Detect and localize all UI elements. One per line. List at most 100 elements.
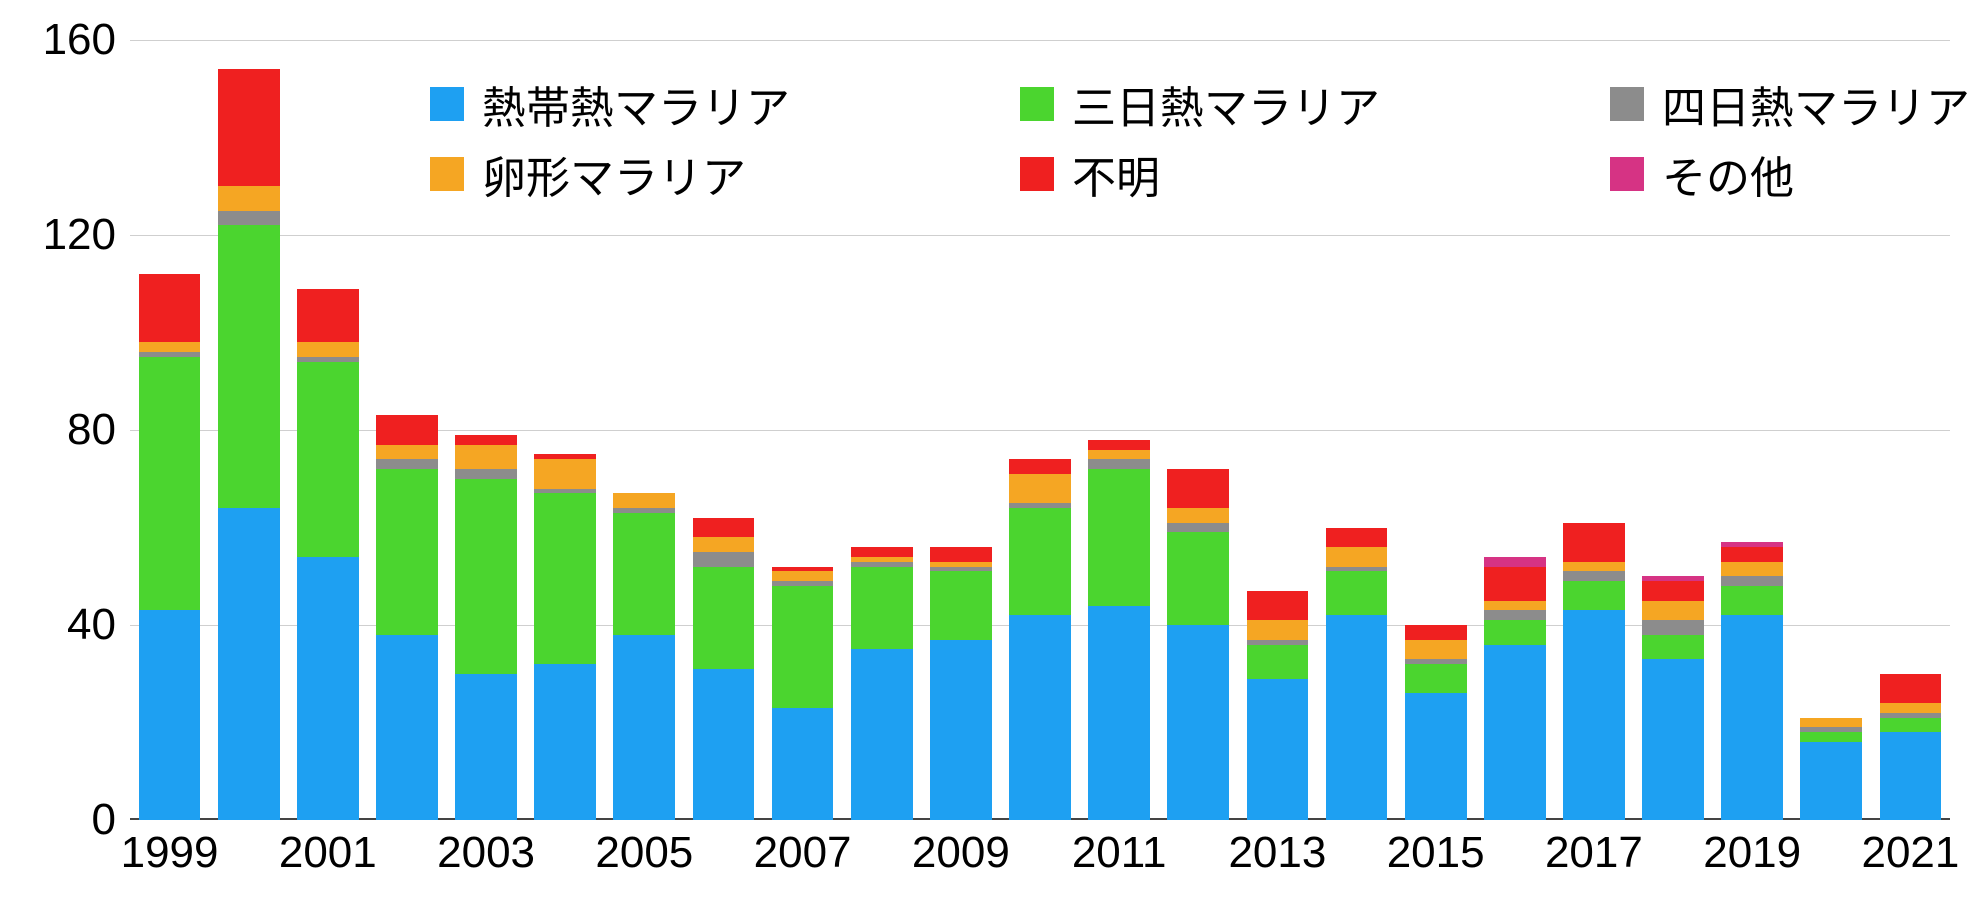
bar-segment-tertian <box>376 469 438 635</box>
x-tick-label: 1999 <box>121 820 219 878</box>
bar-segment-quartan <box>851 562 913 567</box>
malaria-stacked-bar-chart: 0408012016019992001200320052007200920112… <box>0 0 1974 918</box>
bar-group <box>218 40 280 820</box>
bar-segment-tropical <box>930 640 992 820</box>
legend-swatch-icon <box>1020 87 1054 121</box>
bar-segment-tertian <box>1880 718 1942 733</box>
y-tick-label: 120 <box>43 210 130 260</box>
bar-segment-ovale <box>218 186 280 210</box>
bar-segment-tertian <box>1405 664 1467 693</box>
bar-segment-tropical <box>851 649 913 820</box>
x-tick-label: 2005 <box>595 820 693 878</box>
bar-segment-tropical <box>1721 615 1783 820</box>
bar-segment-ovale <box>1642 601 1704 621</box>
bar-segment-unknown <box>772 567 834 572</box>
bar-segment-unknown <box>1563 523 1625 562</box>
bar-segment-tropical <box>1642 659 1704 820</box>
bar-segment-unknown <box>930 547 992 562</box>
bar-segment-tropical <box>376 635 438 820</box>
bar-segment-ovale <box>693 537 755 552</box>
bar-segment-unknown <box>1247 591 1309 620</box>
bar-segment-tropical <box>534 664 596 820</box>
bar-segment-unknown <box>1880 674 1942 703</box>
x-tick-label: 2011 <box>1072 820 1167 878</box>
bar-segment-tertian <box>1326 571 1388 615</box>
bar-segment-unknown <box>218 69 280 186</box>
bar-segment-tropical <box>455 674 517 820</box>
bar-segment-ovale <box>297 342 359 357</box>
x-tick-label: 2019 <box>1703 820 1801 878</box>
bar-segment-quartan <box>455 469 517 479</box>
bar-segment-quartan <box>297 357 359 362</box>
bar-segment-tropical <box>218 508 280 820</box>
bar-segment-ovale <box>851 557 913 562</box>
bar-segment-tropical <box>1880 732 1942 820</box>
bar-segment-tertian <box>1642 635 1704 659</box>
bar-segment-tropical <box>297 557 359 820</box>
bar-segment-tertian <box>772 586 834 708</box>
bar-segment-tertian <box>1563 581 1625 610</box>
bar-segment-quartan <box>1088 459 1150 469</box>
bar-segment-tertian <box>930 571 992 639</box>
bar-segment-ovale <box>1484 601 1546 611</box>
bar-segment-tropical <box>139 610 201 820</box>
x-tick-label: 2007 <box>754 820 852 878</box>
legend-item-tropical: 熱帯熱マラリア <box>430 72 880 136</box>
bar-segment-unknown <box>1642 581 1704 601</box>
bar-segment-tertian <box>139 357 201 611</box>
bar-segment-ovale <box>1326 547 1388 567</box>
bar-segment-ovale <box>1167 508 1229 523</box>
legend-label: 卵形マラリア <box>482 142 746 206</box>
bar-segment-unknown <box>376 415 438 444</box>
bar-segment-ovale <box>1800 718 1862 728</box>
bar-segment-tertian <box>218 225 280 508</box>
bar-segment-tropical <box>1405 693 1467 820</box>
bar-segment-tropical <box>1326 615 1388 820</box>
bar-segment-other <box>1484 557 1546 567</box>
bar-segment-tropical <box>772 708 834 820</box>
x-tick-label: 2009 <box>912 820 1010 878</box>
bar-segment-tropical <box>693 669 755 820</box>
bar-group <box>376 40 438 820</box>
bar-segment-unknown <box>1009 459 1071 474</box>
y-tick-label: 160 <box>43 15 130 65</box>
bar-segment-ovale <box>1088 450 1150 460</box>
y-tick-label: 80 <box>67 405 130 455</box>
bar-segment-ovale <box>376 445 438 460</box>
legend-item-other: その他 <box>1610 142 1974 206</box>
legend-label: 三日熱マラリア <box>1072 72 1380 136</box>
bar-segment-quartan <box>139 352 201 357</box>
bar-segment-unknown <box>1326 528 1388 548</box>
bar-segment-unknown <box>1088 440 1150 450</box>
bar-segment-tropical <box>613 635 675 820</box>
bar-segment-quartan <box>534 489 596 494</box>
bar-segment-quartan <box>1563 571 1625 581</box>
x-tick-label: 2017 <box>1545 820 1643 878</box>
bar-segment-quartan <box>1167 523 1229 533</box>
bar-segment-quartan <box>1247 640 1309 645</box>
bar-segment-tropical <box>1247 679 1309 820</box>
bar-segment-quartan <box>1405 659 1467 664</box>
bar-segment-tertian <box>1721 586 1783 615</box>
bar-segment-unknown <box>1484 567 1546 601</box>
bar-segment-tertian <box>534 493 596 664</box>
bar-segment-quartan <box>930 567 992 572</box>
bar-segment-quartan <box>1880 713 1942 718</box>
bar-segment-unknown <box>455 435 517 445</box>
bar-segment-ovale <box>772 571 834 581</box>
bar-segment-tertian <box>1247 645 1309 679</box>
bar-segment-tropical <box>1167 625 1229 820</box>
legend-swatch-icon <box>1610 157 1644 191</box>
legend-item-quartan: 四日熱マラリア <box>1610 72 1974 136</box>
x-tick-label: 2021 <box>1861 820 1959 878</box>
legend-label: 熱帯熱マラリア <box>482 72 790 136</box>
bar-segment-tertian <box>1167 532 1229 625</box>
bar-segment-ovale <box>1563 562 1625 572</box>
bar-segment-quartan <box>1721 576 1783 586</box>
bar-segment-other <box>1642 576 1704 581</box>
bar-group <box>139 40 201 820</box>
bar-segment-other <box>1721 542 1783 547</box>
bar-segment-unknown <box>1721 547 1783 562</box>
bar-segment-unknown <box>851 547 913 557</box>
bar-segment-unknown <box>1167 469 1229 508</box>
